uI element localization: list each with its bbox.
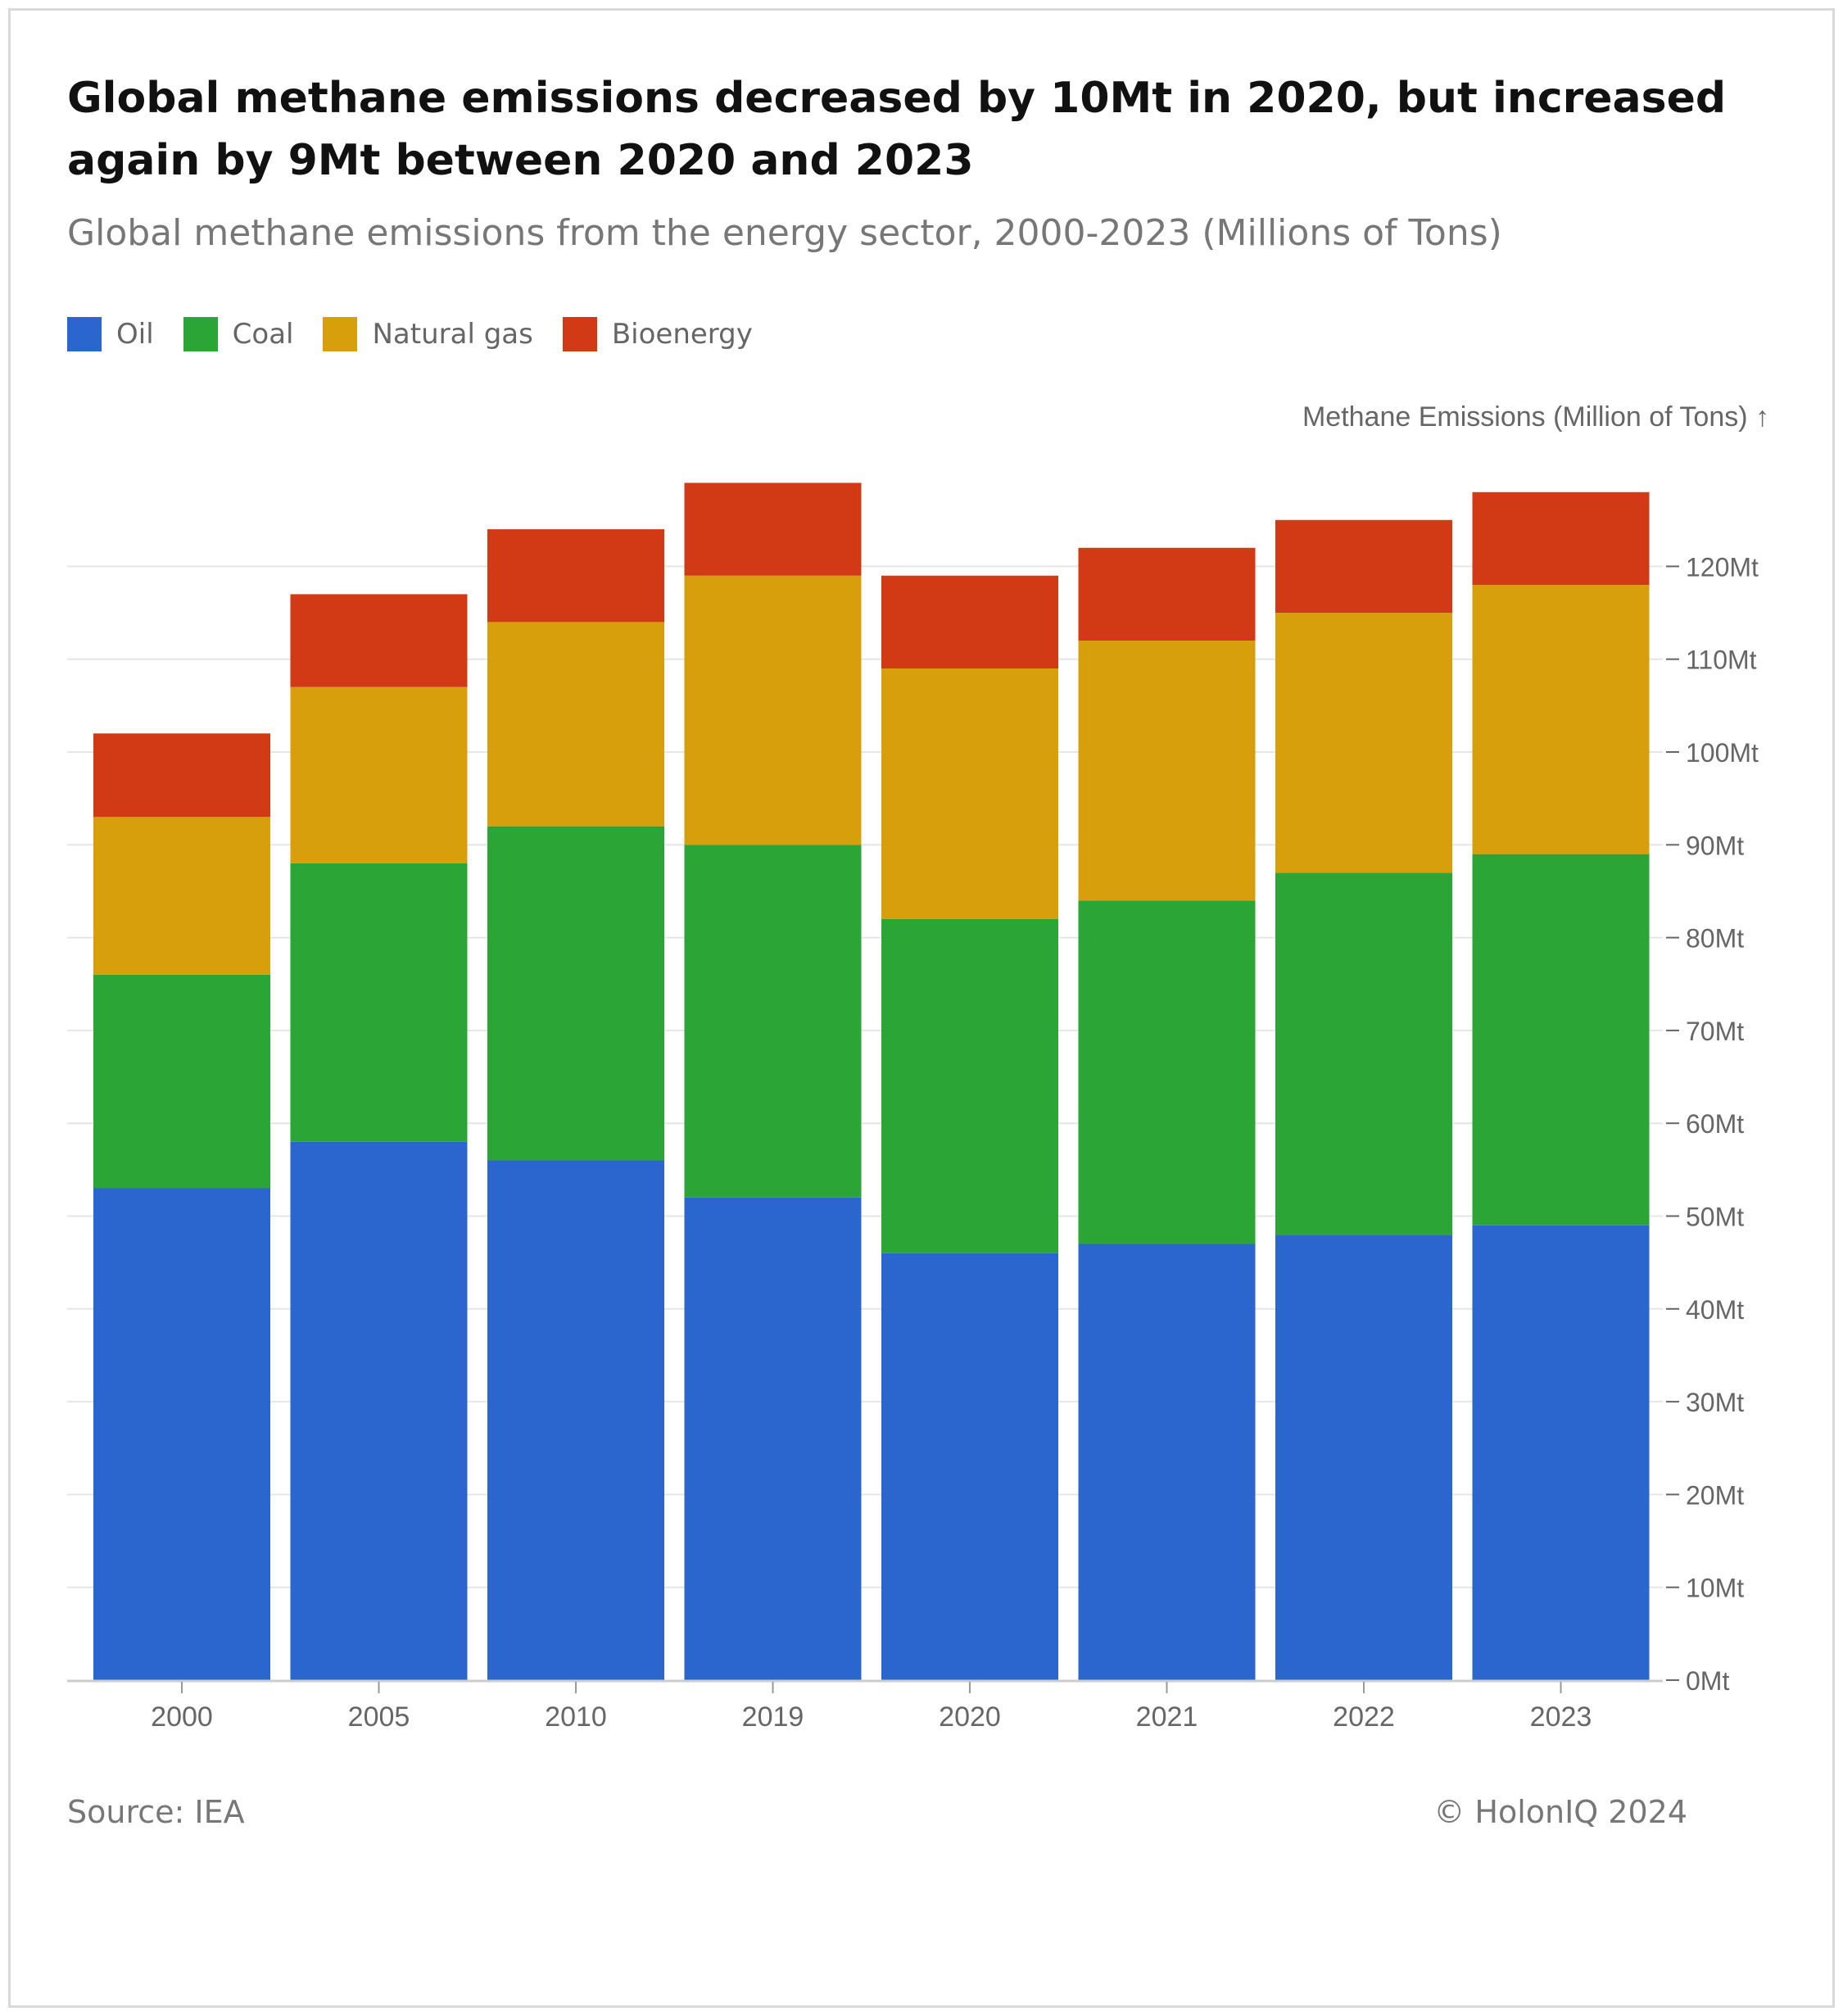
legend-label-natural-gas: Natural gas [372, 318, 533, 351]
x-tick-label-2019: 2019 [742, 1701, 804, 1733]
bar-coal-2010 [487, 826, 664, 1161]
y-tick-label-90: 90Mt [1686, 831, 1744, 860]
bar-natural-gas-2019 [684, 575, 862, 845]
bar-bioenergy-2010 [487, 529, 664, 623]
bar-coal-2021 [1078, 900, 1256, 1244]
x-tick-label-2000: 2000 [151, 1701, 213, 1733]
legend-label-bioenergy: Bioenergy [611, 318, 753, 351]
y-tick-label-120: 120Mt [1686, 552, 1759, 582]
chart-subtitle: Global methane emissions from the energy… [67, 212, 1502, 254]
bar-oil-2023 [1472, 1225, 1650, 1680]
bar-coal-2023 [1472, 854, 1650, 1225]
y-tick-label-100: 100Mt [1686, 738, 1759, 768]
y-tick-label-50: 50Mt [1686, 1203, 1744, 1232]
y-tick-label-110: 110Mt [1686, 646, 1757, 675]
y-tick-label-0: 0Mt [1686, 1666, 1729, 1696]
bar-natural-gas-2000 [93, 817, 270, 975]
legend-item-bioenergy[interactable]: Bioenergy [562, 317, 753, 351]
x-tick-label-2010: 2010 [545, 1701, 607, 1733]
x-tick-label-2021: 2021 [1136, 1701, 1198, 1733]
legend-item-oil[interactable]: Oil [67, 317, 154, 351]
legend-label-oil: Oil [116, 318, 154, 351]
bar-coal-2005 [290, 863, 468, 1142]
x-tick-label-2023: 2023 [1530, 1701, 1592, 1733]
bar-bioenergy-2023 [1472, 492, 1650, 586]
x-tick-label-2020: 2020 [939, 1701, 1001, 1733]
y-tick-label-20: 20Mt [1686, 1480, 1744, 1510]
x-tick-label-2022: 2022 [1333, 1701, 1395, 1733]
bar-oil-2000 [93, 1188, 270, 1680]
x-tick-label-2005: 2005 [348, 1701, 410, 1733]
y-tick-label-30: 30Mt [1686, 1388, 1744, 1417]
bar-bioenergy-2020 [881, 575, 1058, 669]
legend: Oil Coal Natural gas Bioenergy [67, 314, 782, 355]
y-tick-label-40: 40Mt [1686, 1295, 1744, 1325]
legend-swatch-bioenergy [562, 317, 597, 351]
bar-bioenergy-2019 [684, 482, 862, 576]
y-tick-label-10: 10Mt [1686, 1574, 1744, 1603]
bar-bioenergy-2000 [93, 733, 270, 818]
bar-bioenergy-2021 [1078, 547, 1256, 641]
bar-oil-2005 [290, 1141, 468, 1680]
bar-oil-2022 [1275, 1235, 1452, 1680]
bar-bioenergy-2005 [290, 594, 468, 687]
bar-natural-gas-2020 [881, 668, 1058, 919]
y-tick-label-70: 70Mt [1686, 1017, 1744, 1046]
bar-natural-gas-2022 [1275, 613, 1452, 873]
bar-coal-2020 [881, 918, 1058, 1253]
bar-oil-2020 [881, 1253, 1058, 1680]
bar-coal-2022 [1275, 872, 1452, 1235]
bar-natural-gas-2021 [1078, 641, 1256, 901]
legend-item-natural-gas[interactable]: Natural gas [323, 317, 533, 351]
y-axis-title: Methane Emissions (Million of Tons) ↑ [1302, 401, 1769, 433]
y-tick-label-60: 60Mt [1686, 1109, 1744, 1139]
bar-bioenergy-2022 [1275, 519, 1452, 614]
copyright-note: © HolonIQ 2024 [1433, 1794, 1687, 1830]
bar-coal-2019 [684, 845, 862, 1198]
y-tick-label-80: 80Mt [1686, 924, 1744, 954]
bar-oil-2019 [684, 1197, 862, 1680]
source-note: Source: IEA [67, 1794, 245, 1830]
bar-oil-2021 [1078, 1244, 1256, 1680]
bar-natural-gas-2023 [1472, 585, 1650, 854]
stacked-bar-chart: 0Mt 10Mt 20Mt 30Mt 40Mt 50Mt 60Mt 70Mt 80Mt 90Mt 1… [67, 401, 1769, 1733]
chart-title: Global methane emissions decreased by 10… [67, 74, 1727, 185]
legend-swatch-coal [183, 317, 218, 351]
legend-swatch-natural-gas [323, 317, 358, 351]
bar-natural-gas-2010 [487, 622, 664, 827]
bar-oil-2010 [487, 1160, 664, 1680]
bar-natural-gas-2005 [290, 686, 468, 863]
legend-swatch-oil [67, 317, 102, 351]
legend-label-coal: Coal [232, 318, 294, 351]
legend-item-coal[interactable]: Coal [183, 317, 294, 351]
bar-coal-2000 [93, 974, 270, 1189]
